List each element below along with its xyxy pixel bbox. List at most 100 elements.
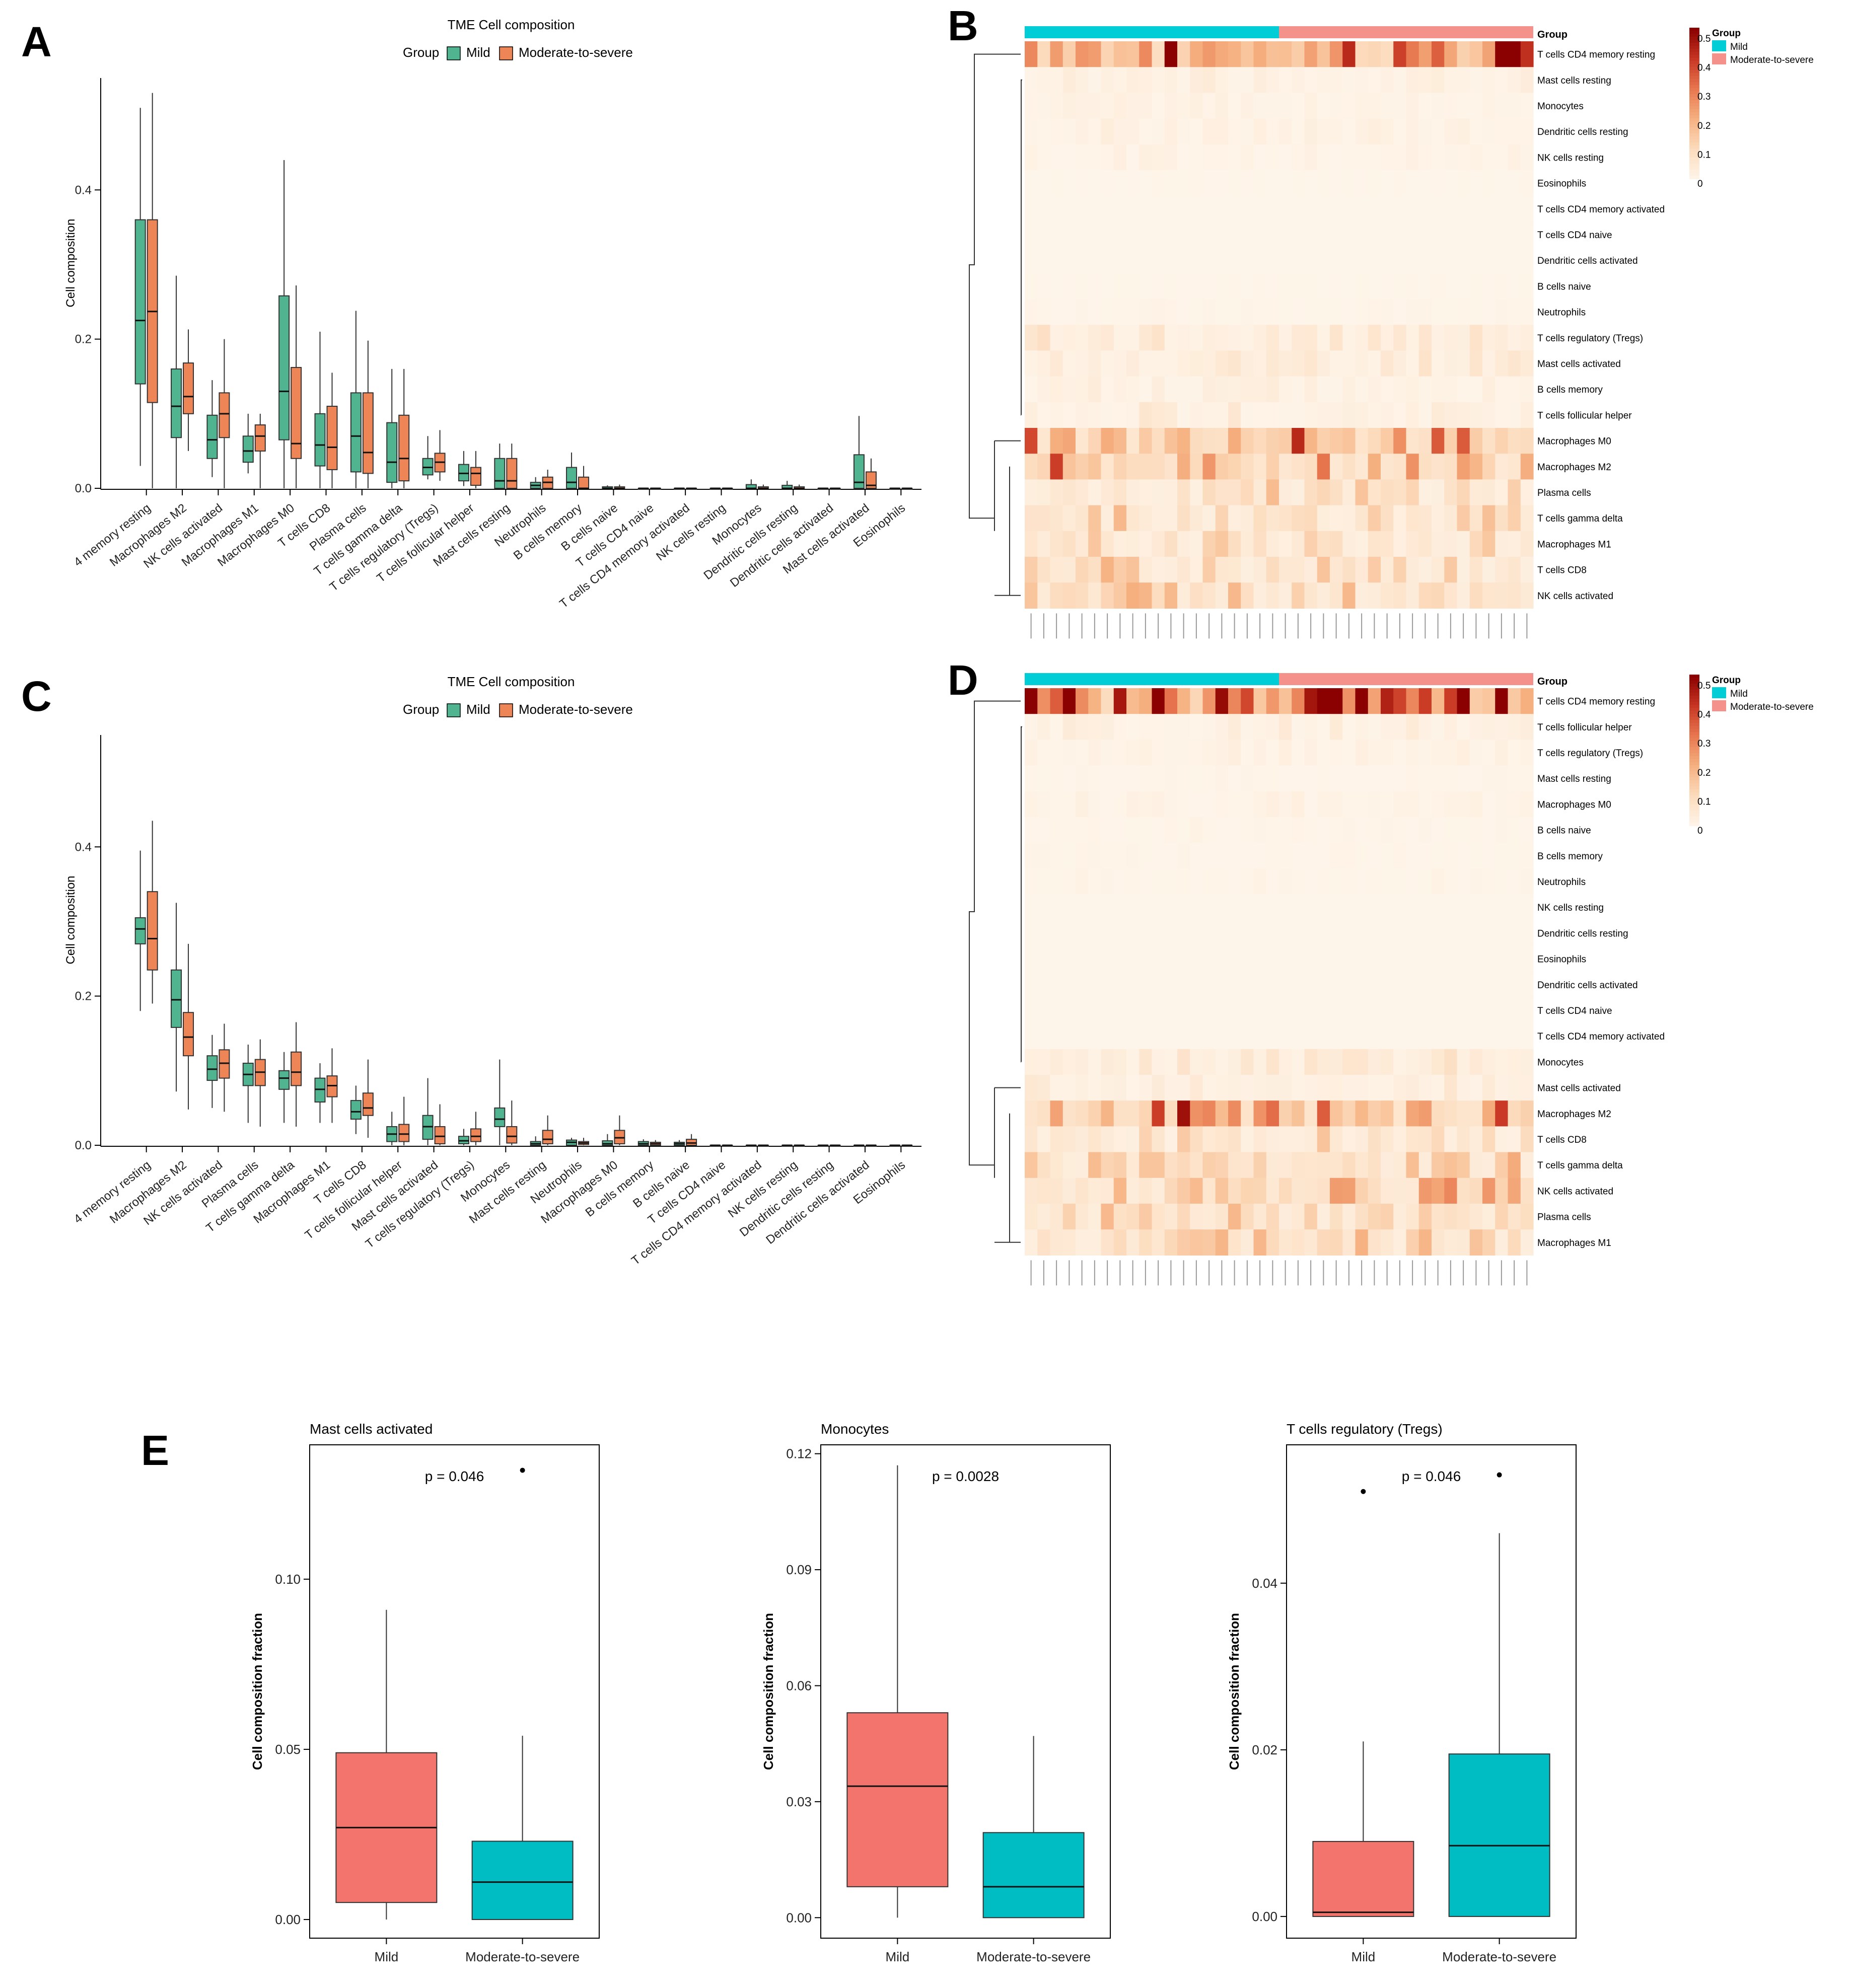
d-cell bbox=[1495, 1177, 1509, 1204]
b-cell bbox=[1037, 557, 1051, 583]
d-cell bbox=[1215, 946, 1229, 972]
c-box-t-cells-cd4-memory-resting-mild-body bbox=[134, 917, 146, 944]
b-colorbar-step bbox=[1689, 142, 1699, 146]
d-colorbar-step bbox=[1689, 768, 1699, 772]
d-cell bbox=[1393, 765, 1407, 792]
c-box-macrophages-m2-severe bbox=[183, 943, 194, 1110]
d-cell bbox=[1076, 1023, 1089, 1050]
d-cell bbox=[1228, 1100, 1241, 1127]
b-cell bbox=[1177, 93, 1190, 119]
d-cell bbox=[1444, 868, 1458, 895]
a-box-t-cells-gamma-delta-severe-body bbox=[398, 414, 410, 482]
d-cell bbox=[1177, 1229, 1190, 1256]
d-cell bbox=[1317, 1204, 1330, 1230]
d-cell bbox=[1368, 868, 1381, 895]
d-cell bbox=[1520, 1152, 1534, 1179]
b-cell bbox=[1088, 325, 1102, 351]
d-cell bbox=[1101, 1023, 1114, 1050]
b-cell bbox=[1444, 479, 1458, 506]
d-cell bbox=[1508, 868, 1521, 895]
b-cell bbox=[1202, 170, 1216, 196]
b-cell bbox=[1202, 505, 1216, 532]
d-cell bbox=[1050, 843, 1063, 869]
d-cell bbox=[1088, 714, 1102, 740]
b-cell bbox=[1076, 170, 1089, 196]
c-box-t-cells-cd4-naive-severe bbox=[722, 1144, 733, 1147]
d-cell bbox=[1113, 972, 1127, 998]
d-cell bbox=[1253, 1126, 1267, 1153]
b-cell bbox=[1025, 582, 1038, 609]
d-cell bbox=[1088, 688, 1102, 714]
b-cell bbox=[1330, 531, 1343, 557]
c-box-b-cells-memory-mild bbox=[637, 1139, 649, 1146]
d-cell bbox=[1292, 843, 1305, 869]
b-cell bbox=[1113, 93, 1127, 119]
d-cell bbox=[1266, 1177, 1279, 1204]
b-cell bbox=[1520, 41, 1534, 67]
b-cell bbox=[1432, 531, 1445, 557]
d-cell bbox=[1317, 972, 1330, 998]
d-cell bbox=[1495, 688, 1509, 714]
d-cell bbox=[1050, 920, 1063, 946]
d-cell bbox=[1279, 765, 1292, 792]
b-cell bbox=[1482, 505, 1496, 532]
d-cell bbox=[1317, 714, 1330, 740]
d-cell bbox=[1508, 1229, 1521, 1256]
b-cell bbox=[1228, 273, 1241, 300]
b-cell bbox=[1113, 144, 1127, 171]
b-cell bbox=[1292, 299, 1305, 325]
d-cell bbox=[1418, 1100, 1432, 1127]
d-cell bbox=[1432, 1100, 1445, 1127]
d-row-nk-cells-resting bbox=[1025, 894, 1534, 921]
d-cell bbox=[1126, 843, 1140, 869]
b-cell bbox=[1304, 41, 1318, 67]
b-cell bbox=[1342, 557, 1356, 583]
b-cell bbox=[1520, 273, 1534, 300]
d-cell bbox=[1164, 791, 1178, 818]
b-cell bbox=[1520, 557, 1534, 583]
d-cell bbox=[1266, 1229, 1279, 1256]
d-cell bbox=[1469, 1126, 1483, 1153]
d-cell bbox=[1025, 1075, 1038, 1101]
d-cell bbox=[1317, 920, 1330, 946]
e2-frame bbox=[820, 1444, 1111, 1939]
d-cell bbox=[1177, 765, 1190, 792]
b-cell bbox=[1215, 376, 1229, 403]
d-cell bbox=[1469, 843, 1483, 869]
b-cell bbox=[1202, 247, 1216, 274]
b-cell bbox=[1076, 454, 1089, 480]
d-cell bbox=[1368, 765, 1381, 792]
d-cell bbox=[1215, 894, 1229, 921]
d-cell bbox=[1076, 1152, 1089, 1179]
d-cell bbox=[1342, 1229, 1356, 1256]
d-cell bbox=[1368, 688, 1381, 714]
b-cell bbox=[1355, 118, 1369, 145]
d-row-label: Mast cells resting bbox=[1537, 774, 1611, 784]
d-cell bbox=[1432, 1152, 1445, 1179]
d-cell bbox=[1050, 791, 1063, 818]
b-cell bbox=[1317, 505, 1330, 532]
b-cell bbox=[1228, 118, 1241, 145]
b-cell bbox=[1177, 196, 1190, 222]
a-box-nk-cells-resting-mild bbox=[709, 487, 721, 490]
d-cell bbox=[1177, 1126, 1190, 1153]
b-cell bbox=[1457, 273, 1470, 300]
d-row-label: NK cells resting bbox=[1537, 903, 1604, 913]
d-cell bbox=[1266, 1152, 1279, 1179]
d-cell bbox=[1177, 997, 1190, 1024]
d-colorbar-step bbox=[1689, 723, 1699, 726]
d-cell bbox=[1444, 1177, 1458, 1204]
b-cell bbox=[1355, 582, 1369, 609]
b-cell bbox=[1190, 454, 1203, 480]
c-box-t-cells-cd4-memory-resting-mild bbox=[134, 850, 146, 1011]
b-cell bbox=[1444, 531, 1458, 557]
d-cell bbox=[1126, 1229, 1140, 1256]
d-cell bbox=[1101, 714, 1114, 740]
b-cell bbox=[1164, 557, 1178, 583]
b-cell bbox=[1177, 402, 1190, 428]
b-cell bbox=[1190, 299, 1203, 325]
b-cell bbox=[1076, 196, 1089, 222]
a-box-t-cells-regulatory-tregs-severe bbox=[434, 430, 446, 481]
b-cell bbox=[1215, 93, 1229, 119]
b-cell bbox=[1432, 170, 1445, 196]
